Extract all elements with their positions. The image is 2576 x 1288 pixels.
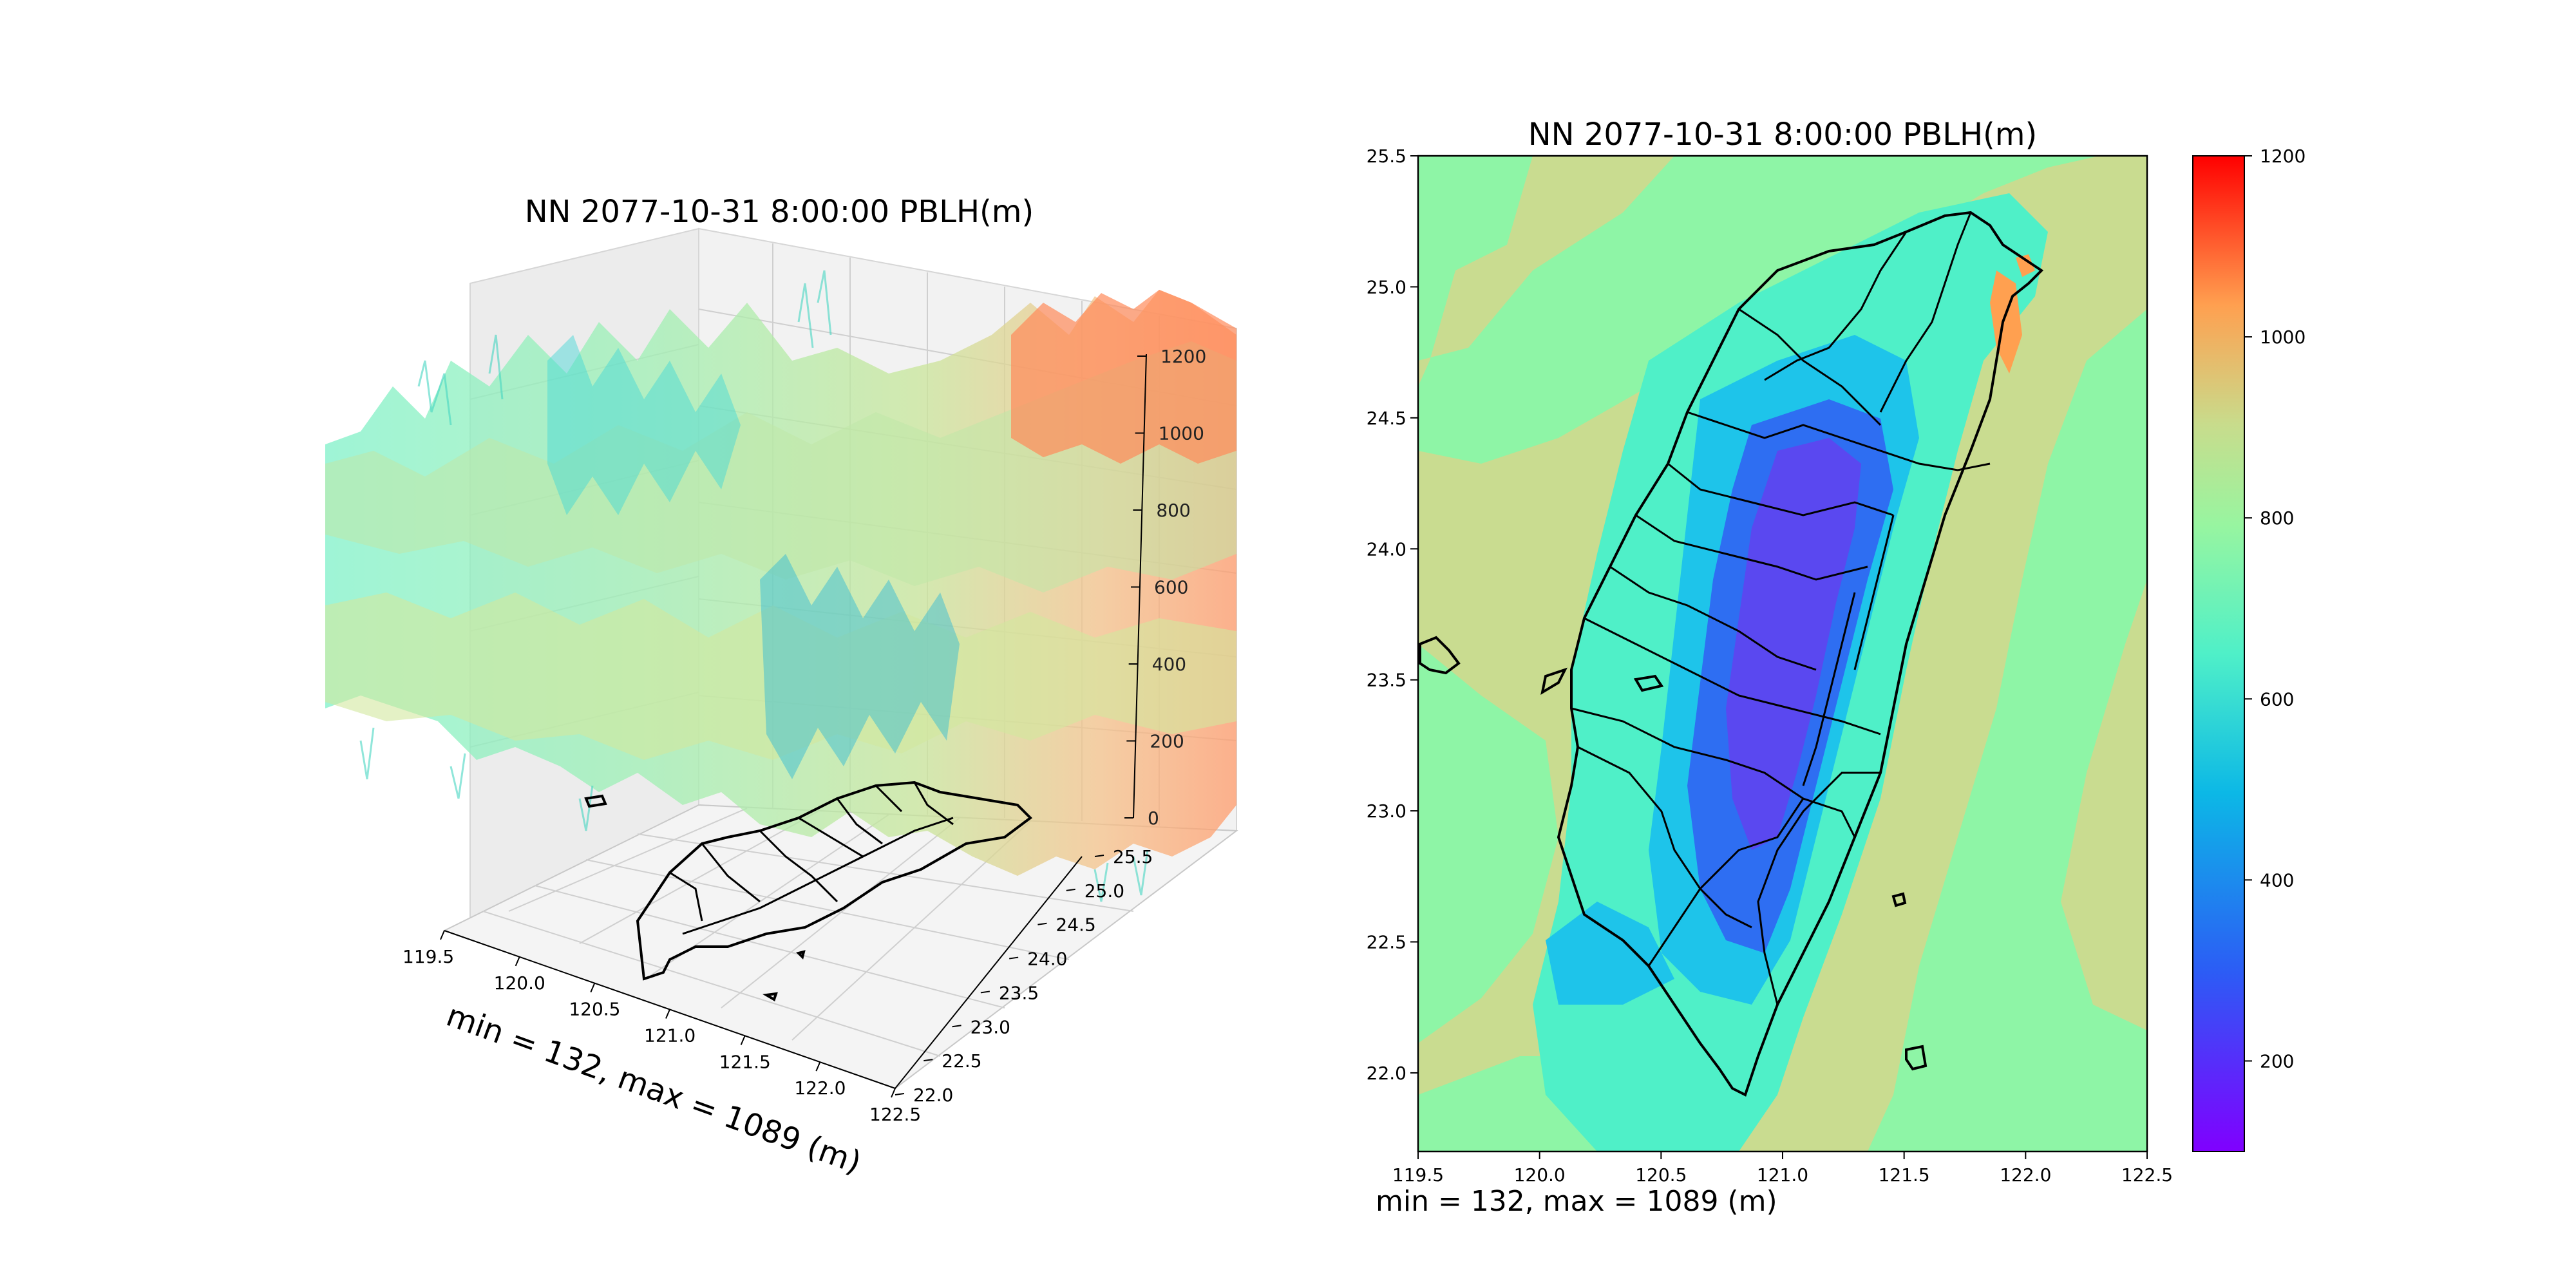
x-tick-mark-3d [590, 983, 596, 993]
colorbar-tick-label: 200 [2260, 1050, 2294, 1072]
y-tick-mark-3d [1094, 855, 1104, 857]
map-x-tick-label: 121.0 [1757, 1164, 1808, 1186]
y-tick-mark-3d [923, 1059, 933, 1062]
map-y-tick-label: 24.0 [1367, 538, 1406, 560]
x-tick-mark-3d [891, 1088, 896, 1098]
colorbar-tick-label: 400 [2260, 869, 2294, 891]
island-small [762, 992, 778, 1001]
colorbar-tick-label: 800 [2260, 507, 2294, 529]
map-y-tick-label: 25.5 [1367, 146, 1406, 167]
y-tick-label-3d: 22.5 [942, 1050, 981, 1072]
y-tick-mark-3d [980, 990, 990, 994]
z-tick-label-3d: 1200 [1160, 346, 1206, 367]
x-tick-label-3d: 119.5 [402, 946, 454, 967]
surface-band [325, 341, 1236, 592]
map-x-tick-label: 121.5 [1879, 1164, 1930, 1186]
map-x-tick-label: 120.0 [1514, 1164, 1566, 1186]
island-small [584, 794, 607, 808]
colorbar [2192, 155, 2245, 1152]
y-tick-mark-3d [895, 1093, 905, 1095]
y-tick-label-3d: 25.0 [1084, 880, 1124, 902]
colorbar-tick-label: 600 [2260, 688, 2294, 710]
x-ticks-3d: 119.5 120.0 120.5 121.0 121.5 122.0 122.5 [402, 930, 921, 1125]
y-tick-label-3d: 23.5 [999, 982, 1039, 1003]
x-tick-mark-3d [815, 1061, 821, 1072]
map-y-tick-label: 23.0 [1367, 800, 1406, 822]
z-tick-label-3d: 800 [1156, 500, 1190, 521]
map-x-tick-label: 120.5 [1635, 1164, 1687, 1186]
colorbar-tick-label: 1200 [2260, 146, 2306, 167]
map-x-tick-label: 122.5 [2121, 1164, 2173, 1186]
z-tick-label-3d: 400 [1152, 654, 1186, 675]
map-x-tick-label: 122.0 [2000, 1164, 2051, 1186]
x-tick-label-3d: 121.5 [719, 1051, 771, 1072]
z-tick-label-3d: 1000 [1159, 423, 1204, 444]
map-y-tick-label: 25.0 [1367, 276, 1406, 298]
surface-title: NN 2077-10-31 8:00:00 PBLH(m) [525, 194, 1034, 230]
surface-band [325, 592, 1236, 760]
map-y-tick-label: 22.5 [1367, 932, 1406, 953]
contour-band-cyan [1546, 902, 1674, 1005]
pblh-surface [325, 270, 1236, 902]
y-tick-label-3d: 22.0 [913, 1084, 953, 1106]
surface-peak [1011, 290, 1236, 464]
contour-map-panel: NN 2077-10-31 8:00:00 PBLH(m) 119.5 12 [1367, 117, 2306, 1218]
map-title: NN 2077-10-31 8:00:00 PBLH(m) [1528, 117, 2038, 153]
y-tick-label-3d: 23.0 [971, 1016, 1010, 1037]
y-tick-mark-3d [1037, 922, 1047, 925]
colorbar-ticks: 200 400 600 800 1000 1200 [2244, 146, 2306, 1072]
island-green-island [1891, 892, 1907, 907]
surface-spikes [359, 270, 1149, 902]
surface-3d-panel: NN 2077-10-31 8:00:00 PBLH(m) [325, 194, 1238, 1181]
contour-hotspot [2016, 254, 2035, 277]
island-orchid-island [1905, 1045, 1927, 1071]
y-tick-mark-3d [952, 1025, 961, 1028]
map-x-tick-label: 119.5 [1392, 1164, 1444, 1186]
z-tick-label-3d: 200 [1150, 731, 1184, 752]
z-tick-label-3d: 0 [1148, 808, 1159, 829]
z-tick-label-3d: 600 [1154, 577, 1188, 598]
county-lines-floor [669, 782, 954, 935]
x-tick-label-3d: 122.5 [869, 1104, 921, 1125]
island-small [796, 950, 806, 960]
x-tick-mark-3d [740, 1035, 746, 1045]
island-penghu [1419, 636, 1461, 675]
contour-band-violet [1726, 438, 1861, 850]
island-small [1540, 667, 1567, 696]
surface-dip [760, 554, 960, 779]
island-small [1633, 674, 1664, 692]
county-lines-map [1571, 212, 1991, 1005]
x-tick-label-3d: 122.0 [794, 1077, 846, 1099]
x-tick-mark-3d [515, 956, 520, 967]
map-y-ticks: 22.0 22.5 23.0 23.5 24.0 24.5 25.0 25.5 [1367, 146, 1418, 1084]
map-y-tick-label: 22.0 [1367, 1063, 1406, 1084]
x-tick-label-3d: 121.0 [644, 1025, 696, 1046]
y-tick-mark-3d [1066, 888, 1075, 891]
y-tick-label-3d: 24.5 [1056, 914, 1095, 936]
x-tick-label-3d: 120.0 [494, 972, 545, 994]
contour-band-green [1418, 644, 1739, 1151]
map-x-ticks: 119.5 120.0 120.5 121.0 121.5 122.0 122.5 [1392, 1151, 2173, 1186]
map-caption: min = 132, max = 1089 (m) [1376, 1185, 1777, 1218]
y-axis-line [895, 856, 1083, 1089]
map-y-tick-label: 24.5 [1367, 408, 1406, 429]
contour-band-green [1418, 156, 2147, 1151]
x-tick-label-3d: 120.5 [569, 999, 620, 1020]
y-tick-label-3d: 24.0 [1027, 949, 1067, 970]
contour-field [1418, 156, 2147, 1151]
coastline-map [1557, 211, 2044, 1097]
y-tick-label-3d: 25.5 [1113, 846, 1153, 867]
colorbar-tick-label: 1000 [2260, 327, 2306, 348]
map-y-tick-label: 23.5 [1367, 670, 1406, 691]
coastline-floor [636, 781, 1033, 981]
y-tick-mark-3d [1009, 956, 1019, 960]
x-tick-mark-3d [440, 930, 445, 940]
x-tick-mark-3d [665, 1009, 670, 1019]
y-ticks-3d: 22.0 22.5 23.0 23.5 24.0 24.5 25.0 25.5 [895, 846, 1153, 1106]
z-ticks-3d: 0 200 400 600 800 1000 1200 [1124, 346, 1206, 829]
surface-dip [547, 335, 741, 515]
